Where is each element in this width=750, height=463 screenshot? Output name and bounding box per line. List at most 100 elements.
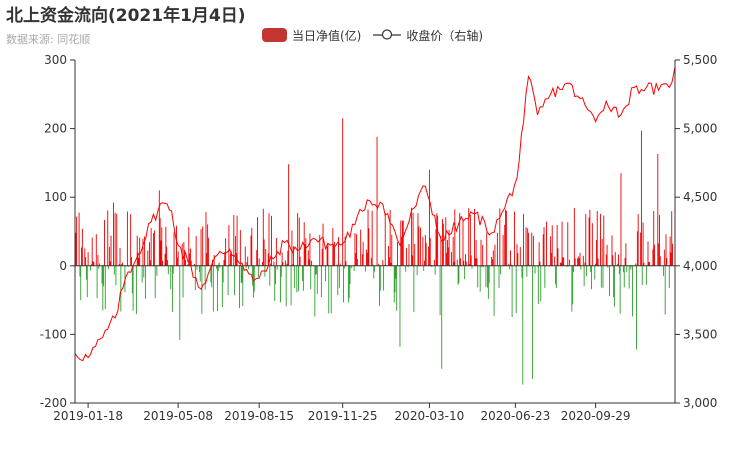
net-flow-bar (580, 265, 582, 270)
net-flow-bar (195, 235, 197, 266)
net-flow-bar (668, 265, 670, 289)
net-flow-bar (498, 265, 500, 289)
net-flow-bar (223, 259, 225, 266)
net-flow-bar (476, 258, 478, 266)
net-flow-bar (418, 226, 420, 266)
net-flow-bar (356, 259, 358, 266)
net-flow-bar (200, 229, 202, 266)
legend-label-net-flow: 当日净值(亿) (292, 28, 362, 43)
net-flow-bar (586, 265, 588, 277)
net-flow-bar (487, 265, 488, 288)
net-flow-bar (101, 265, 103, 284)
net-flow-bar (429, 238, 431, 266)
net-flow-bar (302, 265, 304, 281)
net-flow-bar (245, 265, 247, 268)
net-flow-bar (617, 263, 619, 266)
net-flow-bar (344, 236, 346, 266)
net-flow-bar (173, 232, 175, 266)
net-flow-bar (477, 265, 479, 288)
net-flow-bar (217, 265, 219, 272)
legend-item-close-price[interactable]: 收盘价（右轴) (373, 27, 483, 44)
net-flow-bar (365, 265, 367, 272)
net-flow-bar (496, 232, 498, 266)
net-flow-bar (488, 265, 490, 284)
net-flow-bar (303, 222, 305, 266)
net-flow-bar (81, 228, 83, 266)
net-flow-bar (487, 265, 489, 299)
net-flow-bar (90, 264, 92, 266)
net-flow-bar (258, 258, 260, 266)
net-flow-bar (631, 265, 633, 317)
net-flow-bar (92, 261, 94, 266)
net-flow-bar (207, 237, 209, 266)
net-flow-bar (457, 265, 459, 285)
net-flow-bar (560, 262, 562, 266)
net-flow-bar (299, 256, 301, 266)
net-flow-bar (606, 244, 608, 266)
net-flow-bar (451, 252, 452, 266)
net-flow-bar (189, 253, 191, 266)
net-flow-bar (141, 265, 143, 283)
net-flow-bar (253, 265, 255, 292)
net-flow-bar (79, 265, 81, 277)
net-flow-bar (492, 259, 493, 266)
net-flow-bar (199, 265, 201, 282)
net-flow-bar (367, 209, 369, 266)
net-flow-bar (475, 239, 477, 266)
net-flow-bar (298, 217, 300, 266)
net-flow-bar (419, 227, 421, 266)
net-flow-bar (250, 235, 252, 266)
net-flow-bar (531, 232, 533, 266)
net-flow-bar (285, 265, 287, 307)
left-tick-label: -200 (40, 396, 67, 410)
net-flow-bar (150, 227, 152, 266)
x-tick-label: 2019-05-08 (143, 409, 213, 423)
net-flow-bar (256, 250, 258, 266)
net-flow-bar (356, 234, 358, 266)
net-flow-bar (328, 265, 330, 314)
net-flow-bar (93, 262, 95, 266)
net-flow-bar (274, 265, 276, 301)
net-flow-bar (619, 265, 621, 314)
net-flow-bar (374, 265, 376, 272)
net-flow-bar (550, 252, 552, 266)
net-flow-bar (471, 265, 473, 269)
net-flow-bar (167, 265, 169, 275)
net-flow-bar (97, 255, 99, 266)
net-flow-bar (441, 265, 443, 369)
net-flow-bar (290, 265, 292, 306)
net-flow-bar (115, 265, 117, 286)
net-flow-bar (554, 256, 556, 266)
net-flow-bar (625, 243, 627, 266)
net-flow-bar (304, 244, 306, 266)
net-flow-bar (116, 213, 118, 266)
legend-item-net-flow[interactable]: 当日净值(亿) (262, 27, 361, 44)
net-flow-bar (643, 262, 645, 266)
net-flow-bar (458, 265, 460, 284)
net-flow-bar (103, 265, 105, 287)
net-flow-bar (563, 257, 565, 266)
net-flow-bar (571, 265, 573, 312)
net-flow-bar (671, 211, 673, 266)
net-flow-bar (516, 244, 518, 266)
net-flow-bar (577, 256, 579, 266)
net-flow-bar (551, 225, 553, 266)
net-flow-bar (672, 243, 673, 266)
net-flow-bar (349, 265, 351, 285)
net-flow-bar (624, 257, 626, 266)
net-flow-bar (397, 242, 398, 266)
net-flow-bar (482, 244, 484, 266)
net-flow-bar (605, 254, 607, 266)
net-flow-bar (315, 265, 317, 275)
net-flow-bar (86, 265, 88, 298)
net-flow-bar (555, 265, 556, 285)
net-flow-bar (439, 265, 441, 316)
net-flow-bar (376, 136, 378, 266)
net-flow-bar (202, 226, 204, 266)
net-flow-bar (104, 220, 105, 266)
net-flow-bar (416, 265, 418, 275)
legend: 当日净值(亿) 收盘价（右轴) (262, 26, 495, 44)
net-flow-bar (166, 246, 168, 266)
net-flow-bar (546, 221, 547, 266)
net-flow-bar (149, 260, 151, 266)
